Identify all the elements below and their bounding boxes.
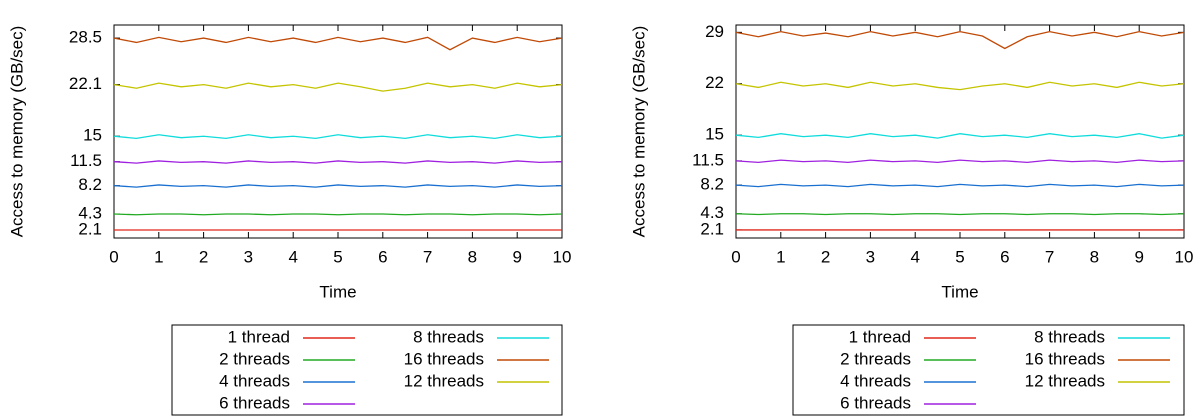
x-tick-label: 7 xyxy=(1045,247,1054,266)
y-tick-label: 22.1 xyxy=(69,74,102,93)
x-tick-label: 1 xyxy=(154,247,163,266)
legend-label: 4 threads xyxy=(840,371,911,390)
legend-label: 6 threads xyxy=(840,393,911,412)
data-line xyxy=(735,159,1185,164)
legend-label: 12 threads xyxy=(404,371,484,390)
legend-label: 16 threads xyxy=(404,349,484,368)
legend-label: 8 threads xyxy=(1034,327,1105,346)
y-tick-label: 4.3 xyxy=(700,203,724,222)
legend-label: 8 threads xyxy=(413,327,484,346)
data-line xyxy=(113,213,563,216)
data-line xyxy=(735,213,1185,216)
y-tick-label: 8.2 xyxy=(78,175,102,194)
legend-box xyxy=(792,324,1185,416)
x-tick-label: 6 xyxy=(1000,247,1009,266)
x-tick-label: 4 xyxy=(288,247,297,266)
x-tick-label: 3 xyxy=(866,247,875,266)
x-axis-label: Time xyxy=(319,282,356,301)
plot-frame xyxy=(735,24,1185,239)
x-tick-label: 6 xyxy=(378,247,387,266)
x-tick-label: 10 xyxy=(1175,247,1194,266)
legend-label: 1 thread xyxy=(228,327,290,346)
data-line xyxy=(113,134,563,140)
x-tick-label: 1 xyxy=(776,247,785,266)
y-tick-label: 15 xyxy=(83,126,102,145)
legend-label: 4 threads xyxy=(219,371,290,390)
data-line xyxy=(113,36,563,51)
data-line xyxy=(735,183,1185,188)
legend-label: 2 threads xyxy=(219,349,290,368)
y-tick-label: 4.3 xyxy=(78,203,102,222)
x-tick-label: 7 xyxy=(423,247,432,266)
legend-box xyxy=(171,324,563,416)
y-tick-label: 15 xyxy=(705,125,724,144)
legend-label: 1 thread xyxy=(849,327,911,346)
x-tick-label: 2 xyxy=(199,247,208,266)
x-tick-label: 0 xyxy=(109,247,118,266)
y-tick-label: 8.2 xyxy=(700,175,724,194)
legend-label: 16 threads xyxy=(1025,349,1105,368)
y-tick-label: 29 xyxy=(705,22,724,41)
data-line xyxy=(735,30,1185,50)
legend-label: 6 threads xyxy=(219,393,290,412)
legend-label: 12 threads xyxy=(1025,371,1105,390)
y-tick-label: 11.5 xyxy=(692,150,724,169)
x-tick-label: 4 xyxy=(910,247,919,266)
x-tick-label: 9 xyxy=(1134,247,1143,266)
x-tick-label: 9 xyxy=(512,247,521,266)
y-tick-label: 22 xyxy=(705,73,724,92)
y-tick-label: 2.1 xyxy=(78,219,102,238)
x-tick-label: 8 xyxy=(468,247,477,266)
data-line xyxy=(735,81,1185,91)
y-tick-label: 11.5 xyxy=(70,151,102,170)
y-tick-label: 28.5 xyxy=(69,28,102,47)
x-tick-label: 5 xyxy=(955,247,964,266)
x-tick-label: 5 xyxy=(333,247,342,266)
data-line xyxy=(113,82,563,92)
y-axis-label: Access to memory (GB/sec) xyxy=(7,26,26,238)
x-axis-label: Time xyxy=(941,282,978,301)
data-line xyxy=(735,133,1185,139)
x-tick-label: 3 xyxy=(244,247,253,266)
y-axis-label: Access to memory (GB/sec) xyxy=(629,26,648,238)
data-line xyxy=(113,184,563,188)
x-tick-label: 10 xyxy=(553,247,572,266)
x-tick-label: 2 xyxy=(821,247,830,266)
plot-frame xyxy=(113,24,563,239)
x-tick-label: 8 xyxy=(1090,247,1099,266)
y-tick-label: 2.1 xyxy=(700,219,724,238)
x-tick-label: 0 xyxy=(731,247,740,266)
data-line xyxy=(113,160,563,164)
legend-label: 2 threads xyxy=(840,349,911,368)
